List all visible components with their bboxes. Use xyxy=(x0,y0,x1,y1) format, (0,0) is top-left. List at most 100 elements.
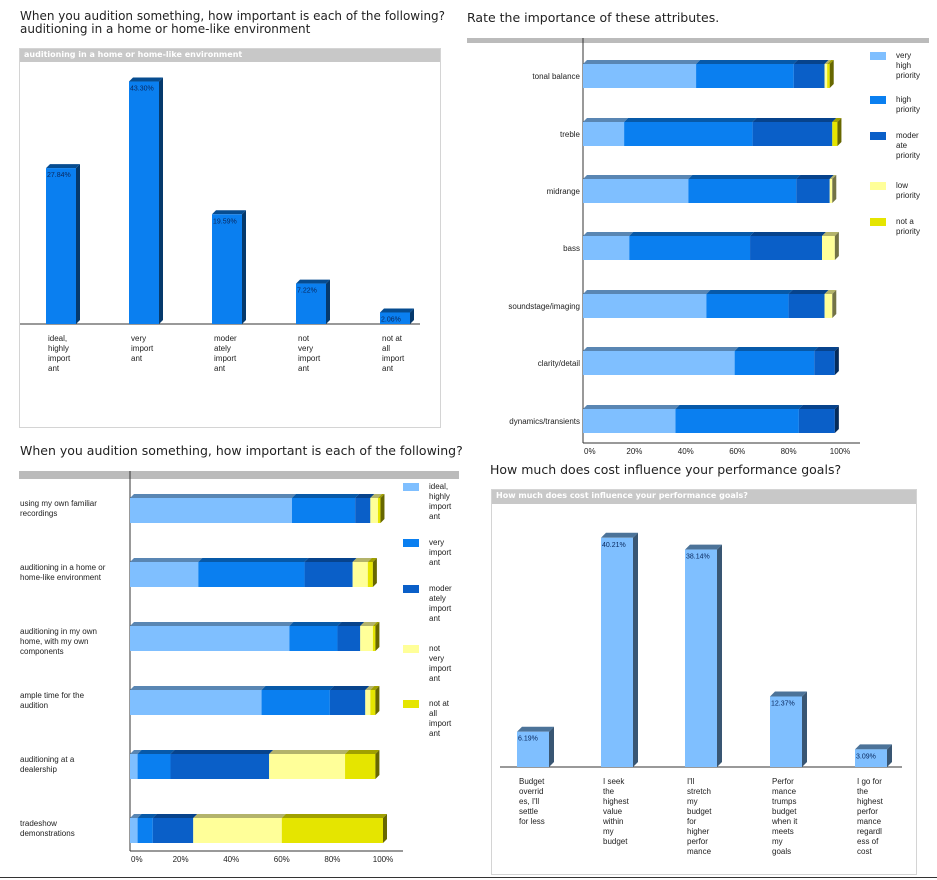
category-label: for less xyxy=(519,817,545,826)
data-label: 43.30% xyxy=(130,86,154,93)
bar-segment xyxy=(832,122,838,146)
bar-top xyxy=(827,60,834,64)
panel-header-title: auditioning in a home or home-like envir… xyxy=(24,50,243,59)
bar-segment xyxy=(291,498,356,523)
category-label: Perfor xyxy=(772,777,794,786)
bar-top xyxy=(706,290,793,294)
category-label: midrange xyxy=(547,187,581,196)
x-tick-label: 0% xyxy=(131,855,143,864)
category-label: Budget xyxy=(519,777,545,786)
bar-segment xyxy=(675,409,799,433)
category-label: mance xyxy=(857,817,882,826)
bar-top xyxy=(296,279,330,284)
bar-top xyxy=(688,175,801,179)
category-label: moder xyxy=(214,334,237,343)
bar-segment xyxy=(130,818,138,843)
bar-top xyxy=(130,750,142,754)
data-label: 40.21% xyxy=(602,542,626,549)
bar-top xyxy=(137,814,157,818)
bar-top xyxy=(685,544,722,550)
bar-top xyxy=(798,405,839,409)
category-label: the xyxy=(857,787,869,796)
bar-segment xyxy=(372,626,376,651)
bar-segment xyxy=(583,122,625,146)
bar-top xyxy=(583,60,701,64)
category-label: mance xyxy=(687,847,712,856)
bar-top xyxy=(269,750,350,754)
bar-segment xyxy=(329,690,366,715)
category-label: soundstage/imaging xyxy=(508,302,580,311)
bar-top xyxy=(304,558,357,562)
data-label: 27.84% xyxy=(47,172,71,179)
bar-segment xyxy=(750,236,823,260)
legend-label: ant xyxy=(429,512,441,521)
legend-label: high xyxy=(896,95,911,104)
legend-label: not a xyxy=(896,217,914,226)
bar xyxy=(380,312,410,324)
bar-segment xyxy=(793,64,825,88)
bar-segment xyxy=(734,351,815,375)
bar-top xyxy=(583,405,680,409)
bar-segment xyxy=(261,690,330,715)
bar-top xyxy=(517,726,554,732)
category-label: overrid xyxy=(519,787,543,796)
bar-top xyxy=(367,558,377,562)
bar-segment xyxy=(360,626,373,651)
bar-segment xyxy=(798,409,835,433)
category-label: budget xyxy=(772,807,797,816)
x-tick-label: 100% xyxy=(373,855,393,864)
bar-side xyxy=(159,77,163,324)
category-label: tonal balance xyxy=(532,72,580,81)
data-label: 2.06% xyxy=(381,316,401,323)
legend-label: very xyxy=(429,654,444,663)
bar-segment xyxy=(583,64,697,88)
bar-segment xyxy=(193,818,282,843)
bar-side xyxy=(829,60,834,88)
chart-audition-factors: using my own familiarrecordingsauditioni… xyxy=(19,471,459,864)
bar-top xyxy=(832,118,842,122)
bar-segment xyxy=(345,754,376,779)
category-label: ant xyxy=(382,364,394,373)
category-label: audition xyxy=(20,701,48,710)
bar-top xyxy=(796,175,834,179)
bar-side xyxy=(887,744,892,767)
bar-side xyxy=(549,726,554,767)
bar-side xyxy=(375,750,380,779)
category-label: import xyxy=(382,354,405,363)
bar-top xyxy=(137,750,175,754)
x-tick-label: 20% xyxy=(626,447,642,456)
bar-top xyxy=(601,532,638,538)
bar-top xyxy=(130,686,266,690)
legend-label: import xyxy=(429,502,452,511)
bar xyxy=(296,283,326,324)
bar-segment xyxy=(130,562,199,587)
bar-top xyxy=(675,405,803,409)
bar-segment xyxy=(170,754,270,779)
bar-segment xyxy=(824,64,828,88)
question-1-subtitle: auditioning in a home or home-like envir… xyxy=(20,22,311,36)
legend-swatch xyxy=(870,52,886,60)
legend-swatch xyxy=(403,539,419,547)
legend-label: priority xyxy=(896,191,920,200)
category-label: home, with my own xyxy=(20,637,88,646)
category-label: dynamics/transients xyxy=(509,417,580,426)
bar-top xyxy=(337,622,365,626)
category-label: ant xyxy=(298,364,310,373)
bar-top xyxy=(289,622,342,626)
chart-home-environment: 27.84%ideal,highlyimportant43.30%veryimp… xyxy=(20,77,420,373)
bar-top xyxy=(824,60,832,64)
category-label: within xyxy=(602,817,623,826)
bar-top xyxy=(193,814,286,818)
question-4-title: How much does cost influence your perfor… xyxy=(490,462,842,477)
legend-label: import xyxy=(429,548,452,557)
x-tick-label: 20% xyxy=(173,855,189,864)
category-label: my xyxy=(603,827,614,836)
bar-top xyxy=(129,77,163,82)
bar-side xyxy=(633,532,638,767)
bar-top xyxy=(624,118,757,122)
bar-segment xyxy=(352,562,368,587)
category-label: highest xyxy=(857,797,884,806)
bar-segment xyxy=(377,498,381,523)
x-tick-label: 0% xyxy=(584,447,596,456)
x-tick-label: 40% xyxy=(678,447,694,456)
